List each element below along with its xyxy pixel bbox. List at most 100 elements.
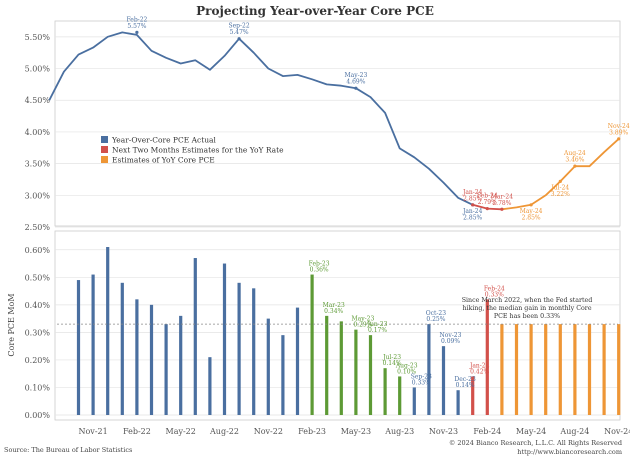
annotation-dot [485, 207, 489, 211]
bar [237, 282, 241, 415]
bar-annotation-value: 0.25% [426, 316, 445, 323]
bar [514, 324, 519, 415]
annotation-value: 4.69% [346, 79, 365, 86]
bar-annotation-value: 0.34% [324, 308, 343, 315]
bar-annotation-value: 0.33% [485, 291, 504, 298]
annotation-dot [617, 137, 621, 141]
annotation-value: 2.85% [463, 195, 482, 202]
bar-annotation-label: Jun-23 [367, 321, 388, 328]
annotation-value: 2.85% [463, 214, 482, 221]
bar-annotation-value: 0.17% [368, 327, 387, 334]
bar [120, 282, 124, 415]
bar-annotation-label: Feb-23 [309, 261, 330, 268]
bar-annotation-label: Oct-23 [426, 310, 447, 317]
annotation-label: Jan-24 [462, 208, 483, 215]
x-tick-label: May-22 [166, 427, 196, 436]
bar-annotation-value: 0.33% [412, 379, 431, 386]
bar-annotation-value: 0.14% [383, 360, 402, 367]
bar [281, 335, 285, 415]
bottom-y-tick-label: 0.60% [25, 246, 51, 255]
footer-copyright: © 2024 Bianco Research, L.L.C. All Right… [449, 439, 622, 447]
annotation-value: 5.57% [127, 23, 146, 30]
bottom-y-tick-label: 0.30% [25, 328, 51, 337]
x-tick-label: May-23 [341, 427, 371, 436]
legend-label-actual: Year-Over-Core PCE Actual [111, 136, 217, 145]
bar [208, 357, 212, 415]
bar [179, 315, 183, 415]
bottom-y-tick-label: 0.00% [25, 411, 51, 420]
annotation-label: Feb-22 [126, 16, 147, 23]
annotation-label: Jan-24 [462, 189, 483, 196]
bar [602, 324, 606, 415]
top-panel-frame [54, 20, 621, 227]
series-line [48, 31, 474, 206]
legend-swatch-estimates [101, 156, 108, 163]
top-y-axis: 2.50% 3.00% 3.50% 4.00% 4.50% 5.00% 5.50% [25, 33, 51, 232]
annotation-label: Jul-24 [550, 184, 569, 191]
bar [558, 324, 562, 415]
bottom-y-tick-label: 0.50% [25, 273, 51, 282]
bar [266, 318, 270, 415]
bar [529, 324, 533, 415]
bar-annotation-value: 0.42% [470, 368, 489, 375]
bottom-y-tick-label: 0.40% [25, 301, 51, 310]
annotation-dot [135, 30, 139, 35]
bar [368, 335, 373, 415]
annotation-label: Aug-24 [563, 150, 586, 157]
bar [412, 387, 416, 415]
bar [149, 304, 154, 415]
median-note: Since March 2022, when the Fed started h… [462, 297, 593, 320]
bar [485, 299, 489, 415]
annotation-dot [558, 179, 562, 183]
bar [135, 299, 139, 415]
bar-annotation-label: Nov-23 [440, 332, 462, 339]
annotation-dot [237, 37, 241, 41]
annotation-label: Nov-24 [608, 123, 630, 130]
top-annotations: Feb-225.57% Sep-225.47%May-234.69%Jan-242… [126, 16, 629, 221]
footer-source: Source: The Bureau of Labor Statistics [4, 446, 132, 454]
x-tick-label: Aug-23 [384, 427, 414, 436]
legend-swatch-next-two [101, 146, 108, 153]
x-tick-label: Feb-23 [298, 427, 326, 436]
annotation-value: 2.85% [522, 214, 541, 221]
top-y-tick-label: 2.50% [25, 223, 51, 232]
top-y-tick-label: 4.50% [25, 96, 51, 105]
bar-annotation-label: Jan-24 [469, 362, 490, 369]
bar [325, 315, 329, 415]
bar [427, 324, 431, 415]
annotation-dot [500, 207, 504, 211]
bottom-bars [76, 247, 621, 415]
footer-url: http://www.biancoresearch.com [517, 448, 622, 456]
bottom-y-tick-label: 0.10% [25, 383, 51, 392]
bottom-y-axis-label: Core PCE MoM [7, 293, 16, 356]
annotation-label: May-23 [345, 72, 368, 79]
annotation-value: 3.46% [565, 157, 584, 164]
bar [339, 321, 343, 415]
x-tick-label: Nov-24 [604, 427, 630, 436]
note-line-3: PCE has been 0.33% [494, 313, 560, 320]
bar [193, 258, 197, 415]
bar-annotation-value: 0.10% [397, 368, 416, 375]
top-grid [55, 36, 620, 228]
note-line-2: hiking, the median gain in monthly Core [462, 305, 591, 312]
bar-annotation-value: 0.09% [441, 338, 460, 345]
bar-annotation-value: 0.29% [353, 322, 372, 329]
bar [164, 324, 168, 415]
legend-label-next-two: Next Two Months Estimates for the YoY Ra… [112, 146, 284, 155]
bar [383, 368, 387, 415]
bar-annotation-label: Mar-23 [323, 302, 345, 309]
bar [573, 324, 577, 415]
bottom-y-tick-label: 0.20% [25, 356, 51, 365]
annotation-value: 3.22% [551, 191, 570, 198]
note-line-1: Since March 2022, when the Fed started [462, 297, 593, 304]
bar [354, 329, 358, 415]
bar [106, 247, 110, 415]
bar [310, 274, 314, 415]
top-lines [48, 31, 620, 211]
top-y-tick-label: 3.00% [25, 191, 51, 200]
bar-annotation-label: Dec-23 [454, 376, 476, 383]
bar-annotation-label: Jul-23 [382, 354, 401, 361]
legend: Year-Over-Core PCE Actual Next Two Month… [101, 136, 284, 165]
x-axis: Nov-21 Feb-22 May-22 Aug-22 Nov-22 Feb-23 May-… [78, 427, 630, 436]
